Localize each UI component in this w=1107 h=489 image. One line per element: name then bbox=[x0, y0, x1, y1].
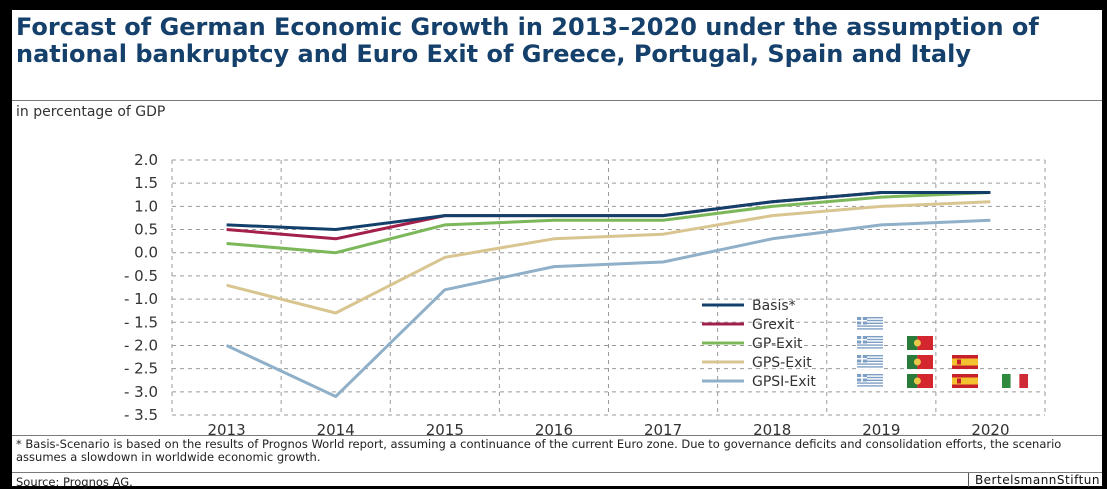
legend-label: Grexit bbox=[752, 317, 795, 333]
series-line-basis bbox=[226, 191, 991, 231]
spain-flag-icon bbox=[952, 355, 978, 369]
source-note: Source: Prognos AG. bbox=[16, 475, 133, 489]
x-axis: 2013 2014 2015 2016 2017 2018 2019 2020 bbox=[207, 421, 1009, 435]
legend: Basis* Grexit GP-Exit GPS-Exit GPSI-Exit bbox=[702, 298, 1028, 390]
figure-panel: Forcast of German Economic Growth in 201… bbox=[12, 10, 1102, 489]
x-tick-label: 2015 bbox=[426, 421, 464, 435]
series-line-gps-exit bbox=[226, 200, 991, 315]
y-tick-label: 2.0 bbox=[134, 151, 158, 169]
portugal-flag-icon bbox=[907, 336, 933, 350]
chart-area: 2.0 1.5 1.0 0.5 0.0 - 0.5 - 1.0 - 1.5 - 2.0 - 2.5… bbox=[12, 130, 1102, 450]
y-tick-label: - 2.5 bbox=[124, 360, 158, 378]
x-tick-label: 2020 bbox=[971, 421, 1009, 435]
y-axis: 2.0 1.5 1.0 0.5 0.0 - 0.5 - 1.0 - 1.5 - 2.0 - 2.5… bbox=[124, 151, 158, 424]
legend-item: Basis* bbox=[702, 298, 796, 314]
greece-flag-icon bbox=[857, 355, 883, 369]
portugal-flag-icon bbox=[907, 374, 933, 388]
y-tick-label: - 1.0 bbox=[124, 290, 158, 308]
greece-flag-icon bbox=[857, 336, 883, 350]
line-chart: 2.0 1.5 1.0 0.5 0.0 - 0.5 - 1.0 - 1.5 - 2.0 - 2.5… bbox=[124, 151, 1046, 435]
y-tick-label: 1.5 bbox=[134, 174, 158, 192]
legend-item: GPS-Exit bbox=[702, 355, 978, 371]
title-divider bbox=[12, 100, 1102, 101]
spain-flag-icon bbox=[952, 374, 978, 388]
portugal-flag-icon bbox=[907, 355, 933, 369]
legend-item: GP-Exit bbox=[702, 336, 933, 352]
x-tick-label: 2019 bbox=[862, 421, 900, 435]
series-line-gp-exit bbox=[226, 191, 991, 255]
series-line-gpsi-exit bbox=[225, 218, 991, 398]
greece-flag-icon bbox=[857, 374, 883, 388]
x-tick-label: 2014 bbox=[317, 421, 355, 435]
series-lines bbox=[225, 191, 991, 398]
chart-title: Forcast of German Economic Growth in 201… bbox=[16, 13, 1039, 68]
footnote: * Basis-Scenario is based on the results… bbox=[16, 437, 1062, 464]
x-tick-label: 2017 bbox=[644, 421, 682, 435]
y-tick-label: - 1.5 bbox=[124, 313, 158, 331]
x-tick-label: 2013 bbox=[207, 421, 245, 435]
y-tick-label: 0.5 bbox=[134, 221, 158, 239]
y-tick-label: - 0.5 bbox=[124, 267, 158, 285]
brand-logo: BertelsmannStiftun bbox=[967, 473, 1100, 487]
legend-item: Grexit bbox=[702, 317, 883, 333]
x-tick-label: 2016 bbox=[535, 421, 573, 435]
italy-flag-icon bbox=[1002, 374, 1028, 388]
y-tick-label: 1.0 bbox=[134, 197, 158, 215]
x-tick-label: 2018 bbox=[753, 421, 791, 435]
y-tick-label: - 3.5 bbox=[124, 406, 158, 424]
legend-label: GP-Exit bbox=[752, 336, 803, 352]
source-divider bbox=[12, 472, 1102, 473]
legend-item: GPSI-Exit bbox=[702, 374, 1028, 390]
legend-label: GPSI-Exit bbox=[752, 374, 816, 390]
greece-flag-icon bbox=[857, 317, 883, 331]
chart-subtitle: in percentage of GDP bbox=[16, 104, 166, 120]
y-tick-label: - 3.0 bbox=[124, 383, 158, 401]
legend-label: GPS-Exit bbox=[752, 355, 812, 371]
legend-label: Basis* bbox=[752, 298, 796, 314]
y-tick-label: - 2.0 bbox=[124, 336, 158, 354]
footnote-divider bbox=[12, 435, 1102, 436]
y-tick-label: 0.0 bbox=[134, 244, 158, 262]
